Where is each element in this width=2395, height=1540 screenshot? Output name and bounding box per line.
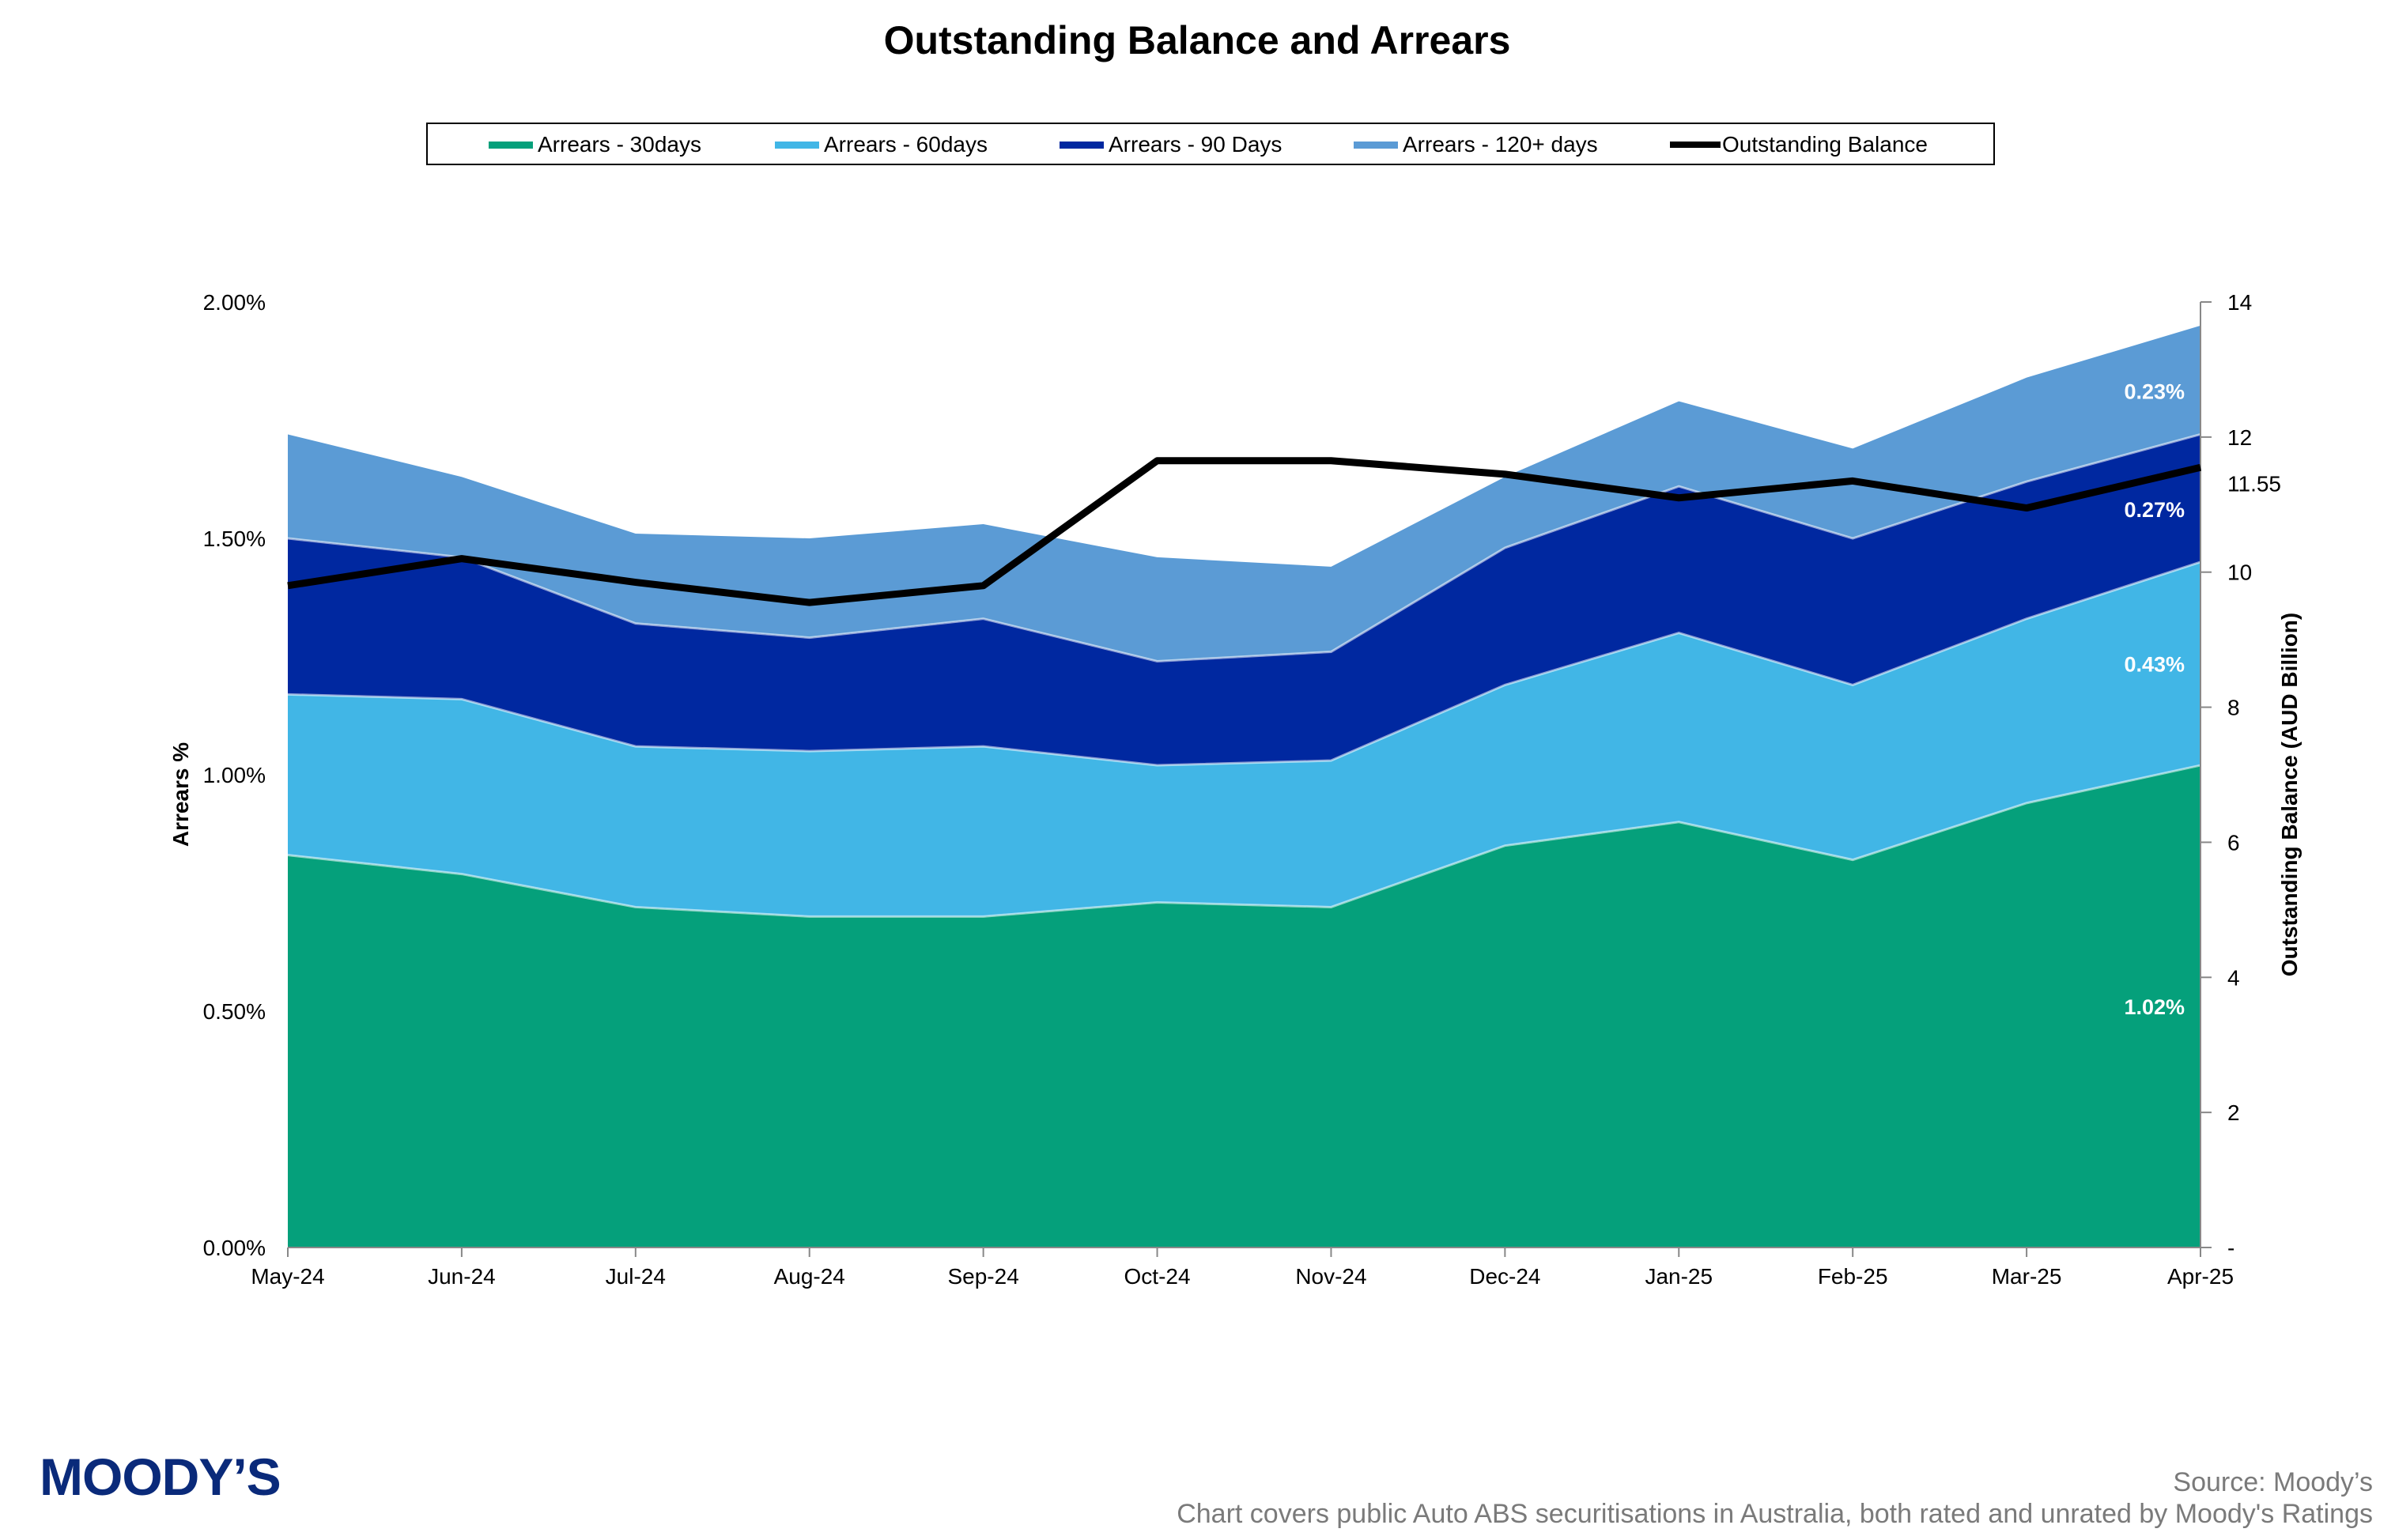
data-label-arrears-120: 0.23% bbox=[2124, 380, 2185, 404]
legend-item-arrears-60: Arrears - 60days bbox=[775, 132, 988, 157]
outstanding-balance-line bbox=[287, 457, 2202, 606]
source-line: Source: Moody’s bbox=[2173, 1467, 2373, 1497]
balance-line-layer bbox=[287, 457, 2202, 606]
legend-item-arrears-30: Arrears - 30days bbox=[489, 132, 701, 157]
legend-label-arrears-60: Arrears - 60days bbox=[824, 132, 988, 157]
y2-tick-label: 2 bbox=[2227, 1100, 2240, 1125]
x-tick-label: Oct-24 bbox=[1124, 1264, 1191, 1289]
y-axis-title: Arrears % bbox=[168, 742, 193, 847]
x-tick-label: Sep-24 bbox=[947, 1264, 1018, 1289]
x-tick-label: Jun-24 bbox=[428, 1264, 496, 1289]
x-tick-label: Nov-24 bbox=[1295, 1264, 1366, 1289]
y2-tick-label: 6 bbox=[2227, 830, 2240, 855]
area-boundary-1 bbox=[287, 561, 2201, 767]
x-tick-label: Feb-25 bbox=[1818, 1264, 1888, 1289]
y2-tick-label: - bbox=[2227, 1236, 2234, 1260]
y2-tick-label: 4 bbox=[2227, 965, 2240, 990]
x-tick-label: Dec-24 bbox=[1469, 1264, 1540, 1289]
y-tick-label: 1.00% bbox=[203, 763, 266, 787]
x-tick-label: Jul-24 bbox=[606, 1264, 666, 1289]
x-tick-label: Mar-25 bbox=[1992, 1264, 2062, 1289]
legend-box bbox=[426, 123, 1995, 165]
data-label-outstanding-balance: 11.55 bbox=[2227, 471, 2281, 496]
area-arrears-30days bbox=[288, 765, 2200, 1247]
legend-item-arrears-90: Arrears - 90 Days bbox=[1060, 132, 1282, 157]
data-label-arrears-60: 0.43% bbox=[2124, 652, 2185, 676]
legend-label-arrears-120: Arrears - 120+ days bbox=[1403, 132, 1598, 157]
legend: Arrears - 30days Arrears - 60days Arrear… bbox=[426, 123, 1995, 165]
legend-swatch-outstanding-balance bbox=[1670, 142, 1721, 148]
x-tick-label: May-24 bbox=[251, 1264, 324, 1289]
legend-item-outstanding-balance: Outstanding Balance bbox=[1670, 132, 1928, 157]
moodys-logo: MOODY’S bbox=[40, 1448, 281, 1506]
axes-layer: 0.00% 0.50% 1.00% 1.50% 2.00% - 2 4 6 8 10 12 14 May-… bbox=[203, 290, 2253, 1289]
legend-swatch-arrears-30 bbox=[489, 142, 533, 149]
legend-label-arrears-30: Arrears - 30days bbox=[538, 132, 701, 157]
area-series-layer bbox=[287, 325, 2201, 1247]
area-arrears-60days bbox=[288, 561, 2200, 917]
legend-swatch-arrears-60 bbox=[775, 142, 819, 149]
legend-swatch-arrears-120 bbox=[1354, 142, 1398, 149]
area-arrears-120-days bbox=[288, 325, 2200, 662]
coverage-note: Chart covers public Auto ABS securitisat… bbox=[1177, 1499, 2373, 1529]
source-note: Source: Moody’s Chart covers public Auto… bbox=[1177, 1466, 2373, 1530]
legend-label-arrears-90: Arrears - 90 Days bbox=[1109, 132, 1282, 157]
area-boundary-0 bbox=[287, 764, 2201, 918]
x-tick-label: Aug-24 bbox=[774, 1264, 845, 1289]
chart-title: Outstanding Balance and Arrears bbox=[884, 18, 1511, 62]
y-tick-label: 0.50% bbox=[203, 999, 266, 1024]
x-tick-label: Jan-25 bbox=[1645, 1264, 1713, 1289]
y-tick-label: 2.00% bbox=[203, 290, 266, 315]
legend-swatch-arrears-90 bbox=[1060, 142, 1104, 149]
data-labels-layer: 1.02% 0.43% 0.27% 0.23% 11.55 bbox=[2124, 380, 2281, 1019]
y2-tick-label: 8 bbox=[2227, 696, 2240, 720]
data-label-arrears-30: 1.02% bbox=[2124, 995, 2185, 1019]
y-tick-label: 1.50% bbox=[203, 527, 266, 551]
area-boundary-2 bbox=[287, 432, 2201, 662]
y2-tick-label: 10 bbox=[2227, 561, 2252, 585]
y2-tick-label: 14 bbox=[2227, 290, 2252, 315]
data-label-arrears-90: 0.27% bbox=[2124, 498, 2185, 522]
y-tick-label: 0.00% bbox=[203, 1236, 266, 1260]
legend-label-outstanding-balance: Outstanding Balance bbox=[1722, 132, 1928, 157]
y2-axis-title: Outstanding Balance (AUD Billion) bbox=[2277, 613, 2302, 976]
y2-tick-label: 12 bbox=[2227, 425, 2252, 450]
legend-item-arrears-120: Arrears - 120+ days bbox=[1354, 132, 1598, 157]
area-arrears-90-days bbox=[288, 434, 2200, 766]
x-tick-label: Apr-25 bbox=[2167, 1264, 2234, 1289]
